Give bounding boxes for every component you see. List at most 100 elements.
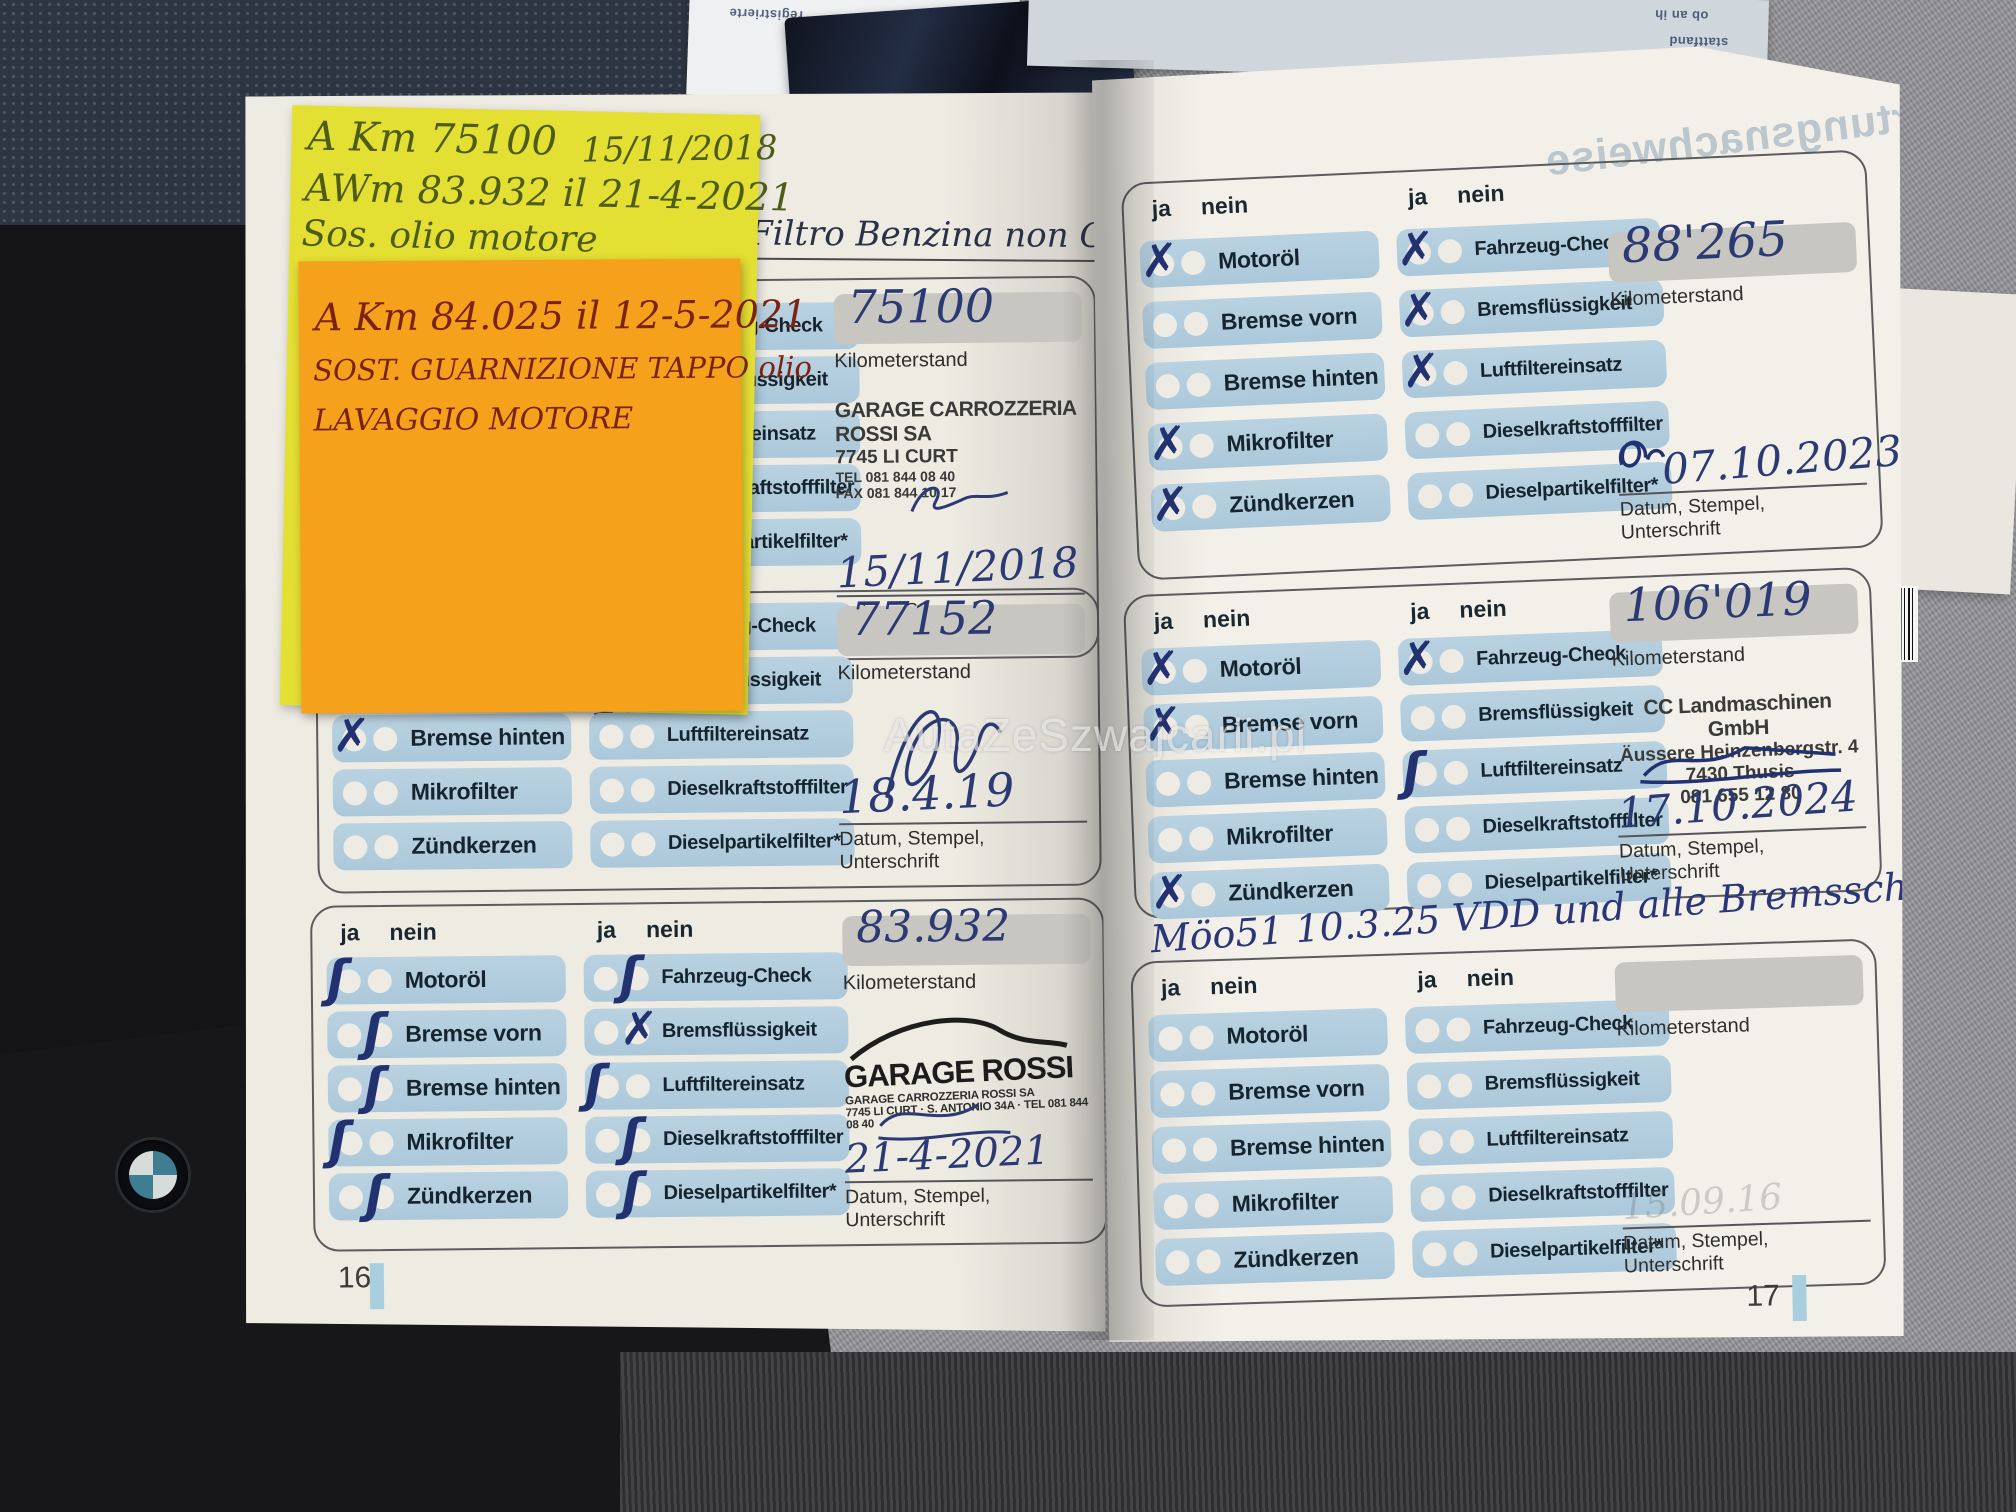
row-label: Zündkerzen <box>406 1181 533 1209</box>
checkbox-row: Mikrofilter ✗ <box>1147 413 1387 471</box>
ja-circle <box>1414 817 1439 842</box>
nein-circle <box>1448 482 1473 507</box>
ja-circle <box>1165 1250 1190 1275</box>
nein-circle <box>368 1022 392 1046</box>
kilometer-field <box>1614 955 1863 1013</box>
checkbox-row: Bremse hinten <box>1145 352 1385 410</box>
stamp-line: FAX 081 844 10 17 <box>835 484 957 502</box>
ja-circle <box>1161 495 1186 520</box>
service-date: 18.4.19 <box>837 762 1016 825</box>
ja-circle <box>1420 1186 1445 1211</box>
page-corner-mark <box>1792 1275 1807 1321</box>
row-label: Motoröl <box>1226 1020 1309 1049</box>
nein-circle <box>1447 872 1472 897</box>
checkbox-row: Motoröl <box>1148 1008 1388 1062</box>
nein-label: nein <box>1209 971 1258 1000</box>
nein-circle <box>1445 816 1470 841</box>
row-label: Motoröl <box>404 965 487 993</box>
nein-label: nein <box>1458 594 1508 623</box>
checkbox-row: Zündkerzen <box>1155 1232 1395 1286</box>
note-line: LAVAGGIO MOTORE <box>313 401 634 439</box>
nein-circle <box>1189 1025 1214 1050</box>
row-label: Dieselpartikelfilter* <box>663 1180 837 1205</box>
row-label: Bremse hinten <box>1229 1129 1385 1161</box>
ja-circle <box>594 1074 618 1098</box>
ja-circle <box>1415 1018 1440 1043</box>
nein-label: nein <box>1456 179 1505 208</box>
ja-circle <box>595 1128 619 1152</box>
checkbox-row: Mikrofilter <box>1153 1176 1393 1230</box>
nein-label: nein <box>389 918 437 945</box>
checkbox-column-left: ja nein Motoröl ʃ Bremse vorn ʃ Bremse hinten ʃ… <box>326 917 568 1239</box>
datum-label: Datum, Stempel, Unterschrift <box>1622 1227 1769 1278</box>
ja-circle <box>338 1131 362 1155</box>
row-label: Bremsflüssigkeit <box>1484 1067 1640 1095</box>
checkbox-row: Mikrofilter ʃ <box>328 1117 567 1166</box>
nein-circle <box>1447 1073 1472 1098</box>
note-date: 15/11/2018 <box>581 127 778 171</box>
kilometer-value: 77152 <box>850 590 998 647</box>
row-label: Fahrzeug-Check <box>1473 231 1625 261</box>
bmw-roundel-quadrants <box>129 1151 177 1199</box>
nein-label: nein <box>1466 963 1515 992</box>
row-label: Motoröl <box>1217 244 1301 274</box>
kilometer-value: 75100 <box>847 278 995 335</box>
nein-circle <box>1187 770 1212 795</box>
ja-circle <box>1412 761 1437 786</box>
row-label: Luftfiltereinsatz <box>666 722 810 747</box>
row-label: Bremse hinten <box>405 1073 561 1101</box>
checkbox-column-right: ja nein Fahrzeug-Check ʃ Bremsflüssigkeit ✗ Lu… <box>583 914 850 1237</box>
seat-shadow <box>620 1352 2016 1512</box>
checkbox-row: Motoröl ✗ <box>1139 231 1379 289</box>
page-corner-mark <box>370 1263 384 1309</box>
stamp-line: 7745 LI CURT <box>835 446 958 469</box>
nein-circle <box>1191 882 1216 907</box>
ja-circle <box>1417 483 1442 508</box>
row-label: Mikrofilter <box>1225 819 1334 850</box>
ja-nein-header: ja nein <box>1151 186 1377 223</box>
kilometerstand-label: Kilometerstand <box>1616 1014 1751 1041</box>
row-label: Bremse hinten <box>1223 362 1379 396</box>
ja-circle <box>1409 301 1434 326</box>
nein-circle <box>631 832 655 856</box>
ja-circle <box>595 1182 619 1206</box>
nein-circle <box>626 1182 650 1206</box>
ja-nein-header: ja nein <box>340 917 565 946</box>
service-record-block-3: ja nein Motoröl ʃ Bremse vorn ʃ Bremse hinten ʃ… <box>310 897 1108 1251</box>
ja-circle <box>1158 434 1183 459</box>
kilometerstand-label: Kilometerstand <box>834 348 968 373</box>
checkbox-row: Mikrofilter <box>333 767 572 816</box>
ja-circle <box>1151 659 1176 684</box>
row-label: Mikrofilter <box>410 777 518 805</box>
checkbox-row: Bremse hinten✗+ Spia pneu <box>332 713 571 762</box>
ja-circle <box>1418 1130 1443 1155</box>
row-label: Luftfiltereinsatz <box>662 1072 805 1097</box>
row-label: Zündkerzen <box>1233 1242 1359 1273</box>
checkbox-row: Zündkerzen ✗ <box>1150 474 1390 532</box>
checkbox-row: Zündkerzen ʃ <box>329 1171 568 1220</box>
nein-circle <box>374 834 398 858</box>
kilometer-value: 83.932 <box>855 900 1011 954</box>
note-line: Sos. olio motore <box>301 213 598 261</box>
row-label: Bremsflüssigkeit <box>661 1018 817 1043</box>
kilometer-value: 88'265 <box>1620 210 1789 275</box>
ja-circle <box>1422 1242 1447 1267</box>
ja-circle <box>599 724 623 748</box>
nein-circle <box>1186 372 1211 397</box>
ja-circle <box>1163 1194 1188 1219</box>
row-label: Bremse vorn <box>1220 302 1358 335</box>
ja-circle <box>1152 312 1177 337</box>
row-label: Bremse hinten <box>1223 761 1379 794</box>
page-number-right: 17 <box>1746 1279 1781 1313</box>
nein-label: nein <box>645 915 694 943</box>
ja-circle <box>1416 873 1441 898</box>
ja-circle <box>1416 1074 1441 1099</box>
row-label: Bremsflüssigkeit <box>1476 292 1633 322</box>
row-label: Dieselkraftstofffilter <box>667 776 848 801</box>
nein-circle <box>1441 704 1466 729</box>
row-label: Mikrofilter <box>1231 1187 1339 1217</box>
ja-circle <box>1156 771 1181 796</box>
checkbox-row: Bremse vorn <box>1142 291 1382 349</box>
checkbox-row: Luftfiltereinsatz ʃ <box>584 1060 849 1110</box>
nein-circle <box>1196 1249 1221 1274</box>
